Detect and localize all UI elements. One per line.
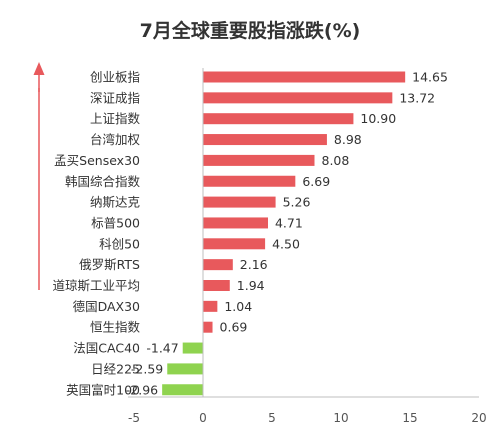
category-label: 韩国综合指数 — [65, 174, 141, 189]
value-label: -2.59 — [131, 361, 163, 376]
category-label: 德国DAX30 — [73, 299, 140, 314]
bar — [203, 321, 213, 333]
category-label: 深证成指 — [90, 90, 140, 105]
category-label: 纳斯达克 — [90, 195, 140, 210]
bar — [203, 217, 268, 229]
x-tick-label: -5 — [128, 411, 140, 425]
value-label: 1.04 — [224, 299, 252, 314]
value-label: 1.94 — [237, 278, 265, 293]
value-label: 6.69 — [302, 174, 330, 189]
category-label: 台湾加权 — [90, 132, 141, 147]
value-label: -1.47 — [146, 341, 178, 356]
category-label: 俄罗斯RTS — [79, 257, 140, 272]
x-axis: -5 0 5 10 15 20 — [128, 68, 487, 425]
value-label: 8.08 — [322, 153, 350, 168]
bars-group: 创业板指 14.65 深证成指 13.72 上证指数 10.90 台湾加权 8.98 孟买Sen… — [52, 70, 447, 398]
x-tick-label: 15 — [402, 411, 417, 425]
bar — [203, 196, 276, 208]
x-tick-label: 10 — [333, 411, 348, 425]
x-tick-label: 5 — [268, 411, 276, 425]
bar — [203, 92, 393, 104]
up-arrow-icon — [33, 62, 45, 290]
bar — [203, 71, 406, 83]
bar — [162, 384, 203, 396]
x-tick-label: 20 — [471, 411, 486, 425]
bar — [203, 134, 327, 146]
value-label: 13.72 — [399, 90, 435, 105]
bar — [203, 259, 233, 271]
chart-title: 7月全球重要股指涨跌(%) — [139, 20, 361, 42]
bar — [203, 238, 266, 250]
bar — [167, 363, 203, 375]
value-label: 10.90 — [360, 111, 396, 126]
category-label: 创业板指 — [90, 70, 140, 85]
value-label: 2.16 — [240, 257, 268, 272]
bar — [182, 342, 203, 354]
category-label: 孟买Sensex30 — [54, 153, 140, 168]
bar — [203, 113, 354, 125]
value-label: 0.69 — [220, 320, 248, 335]
value-label: -2.96 — [126, 382, 158, 397]
category-label: 标普500 — [91, 215, 140, 230]
value-label: 8.98 — [334, 132, 362, 147]
category-label: 恒生指数 — [90, 320, 141, 335]
bar — [203, 154, 315, 166]
category-label: 道琼斯工业平均 — [52, 278, 140, 293]
category-label: 日经225 — [91, 361, 140, 376]
bar — [203, 280, 230, 291]
category-label: 英国富时100 — [66, 382, 140, 397]
value-label: 4.50 — [272, 236, 300, 251]
x-tick-label: 0 — [199, 411, 207, 425]
category-label: 科创50 — [99, 236, 140, 251]
value-label: 4.71 — [275, 215, 303, 230]
bar — [203, 300, 218, 312]
value-label: 5.26 — [283, 195, 311, 210]
value-label: 14.65 — [412, 70, 448, 85]
category-label: 法国CAC40 — [73, 341, 140, 356]
category-label: 上证指数 — [90, 111, 141, 126]
bar — [203, 175, 296, 187]
